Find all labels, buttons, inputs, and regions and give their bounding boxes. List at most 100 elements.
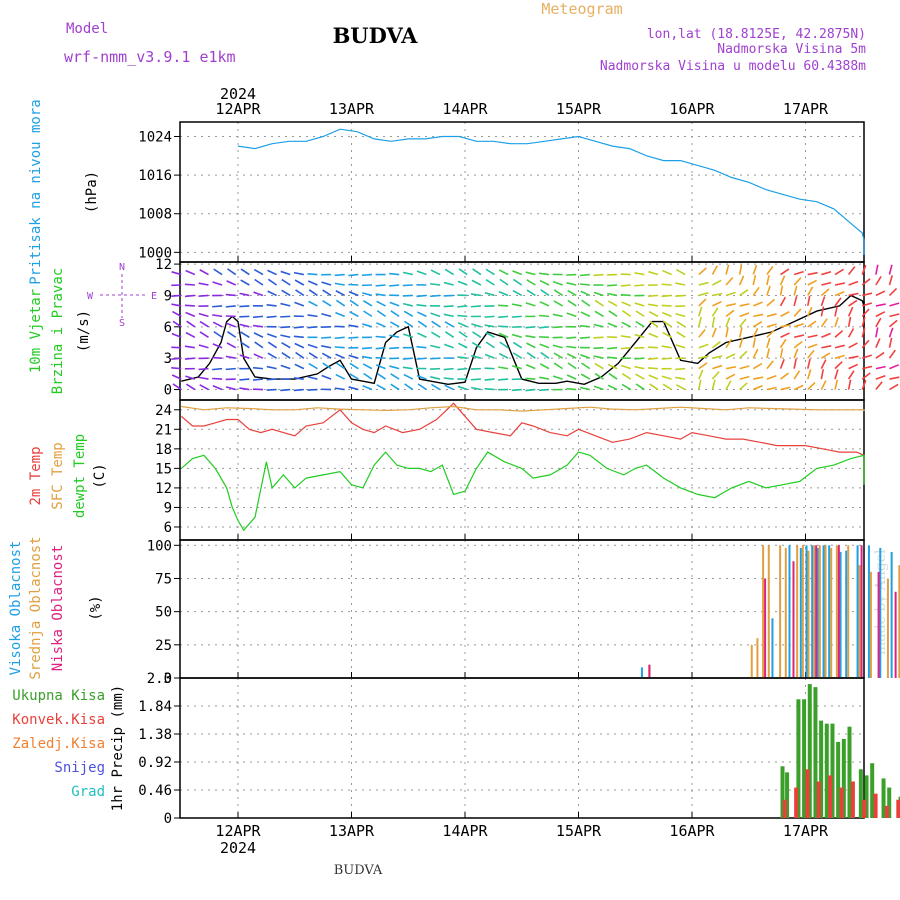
wind-arrow [593,346,604,350]
top-year-label: 2024 [220,85,256,103]
y-tick-label: 1000 [138,245,172,261]
wind-arrow [753,376,764,380]
bar-konvekkisa [862,799,867,818]
wind-arrow [390,373,400,380]
wind-arrow [634,357,645,360]
panels: 1000100810161024036912691215182124025507… [8,85,900,857]
wind-arrow [581,299,591,307]
wind-arrow [390,321,400,328]
wind-arrow [553,352,564,359]
wind-arrow [348,290,359,297]
wind-arrow [698,355,709,359]
wind-arrow [752,348,759,359]
wind-arrow [293,271,304,276]
wind-arrow [725,338,733,349]
bottom-day-label: 14APR [442,822,488,840]
wind-arrow [780,324,791,328]
wind-arrow [539,376,550,380]
bar-niskaoblacnost [837,545,840,678]
wind-arrow [471,354,482,359]
wind-arrow [779,338,787,349]
wind-arrow [485,341,495,349]
wind-arrow [711,379,716,390]
wind-arrow [820,288,830,297]
wind-arrow [620,273,631,276]
wind-arrow [184,283,195,286]
wind-arrow [861,379,867,390]
wind-arrow [739,312,750,318]
wind-arrow [457,322,468,328]
bar-ukupnakisa [858,769,863,818]
top-day-label: 12APR [215,100,261,118]
bar-visokaoblacnost [867,545,870,678]
wind-arrow [361,355,373,359]
wind-arrow [593,355,604,359]
bar-ukupnakisa [836,741,841,818]
wind-arrows [171,264,900,392]
wind-arrow [266,333,277,339]
wind-arrow [281,352,291,359]
wind-arrow [349,299,359,307]
wind-arrow [566,312,577,318]
bottom-day-label: 12APR [215,822,261,840]
wind-arrow [417,383,427,391]
wind-arrow [648,332,659,339]
wind-arrow [712,300,722,307]
wind-arrow [430,312,441,318]
wind-arrow [875,381,883,391]
wind-arrow [295,289,305,297]
wind-arrow [648,270,659,276]
wind-arrow [376,384,386,391]
wind-arrow [820,306,825,317]
wind-arrow [848,299,858,307]
wind-arrow [793,384,804,391]
wind-arrow [875,264,879,275]
y-tick-label: 0.92 [138,755,172,771]
wind-arrow [620,346,631,350]
wind-arrow [662,269,672,276]
wind-arrow [443,343,454,349]
wind-arrow [225,355,236,359]
wind-arrow [212,384,223,391]
wind-arrow [820,318,828,328]
wind-arrow [375,364,386,370]
wind-arrow [889,383,899,391]
wind-arrow [725,365,737,370]
bar-visokaoblacnost [856,545,859,678]
wind-arrow [566,387,577,391]
model-elevation-text: Nadmorska Visina u modelu 60.4388m [600,59,866,74]
cloud-unit: (%) [88,595,104,620]
wind-arrow [362,363,373,370]
wind-arrow [793,277,802,286]
wind-arrow [184,304,195,307]
wind-arrow [171,332,182,339]
wind-arrow [294,363,305,370]
wind-arrow [226,331,237,338]
wind-arrow [321,352,332,359]
wind-arrow [349,373,359,380]
wind-arrow [725,380,732,390]
compass-w: W [87,291,94,302]
bar-visokaoblacnost [879,547,882,678]
wind-arrow [566,273,577,276]
y-tick-label: 21 [155,422,172,438]
y-tick-label: 15 [155,461,172,477]
wind-arrow [793,296,798,307]
bar-ukupnakisa [841,738,846,818]
wind-arrow [239,323,250,328]
wind-arrow [725,277,734,286]
wind-arrow [322,362,332,370]
wind-arrow [648,374,659,380]
wind-arrow [647,294,659,298]
compass-e: E [151,291,157,302]
wind-arrow [498,366,509,370]
wind-arrow [766,329,775,338]
wind-arrow [538,326,550,329]
wind-arrow [593,273,604,277]
wind-arrow [443,305,454,308]
bar-ukupnakisa [819,720,824,818]
wind-arrow [199,384,209,391]
wind-arrow [526,289,536,297]
wind-arrow [267,278,278,286]
y-tick-label: 6 [164,520,172,536]
